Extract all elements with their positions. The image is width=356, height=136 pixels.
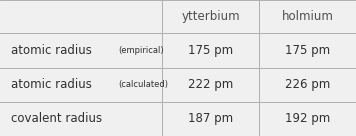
Text: covalent radius: covalent radius — [11, 112, 102, 125]
Text: (empirical): (empirical) — [119, 46, 164, 55]
Text: 187 pm: 187 pm — [188, 112, 233, 125]
Text: holmium: holmium — [282, 10, 334, 23]
Text: 175 pm: 175 pm — [285, 44, 330, 57]
Text: 175 pm: 175 pm — [188, 44, 233, 57]
Text: atomic radius: atomic radius — [11, 78, 91, 91]
Text: (calculated): (calculated) — [119, 80, 169, 89]
Text: 226 pm: 226 pm — [285, 78, 330, 91]
Text: atomic radius: atomic radius — [11, 44, 91, 57]
Text: 192 pm: 192 pm — [285, 112, 330, 125]
Text: 222 pm: 222 pm — [188, 78, 233, 91]
Text: ytterbium: ytterbium — [181, 10, 240, 23]
